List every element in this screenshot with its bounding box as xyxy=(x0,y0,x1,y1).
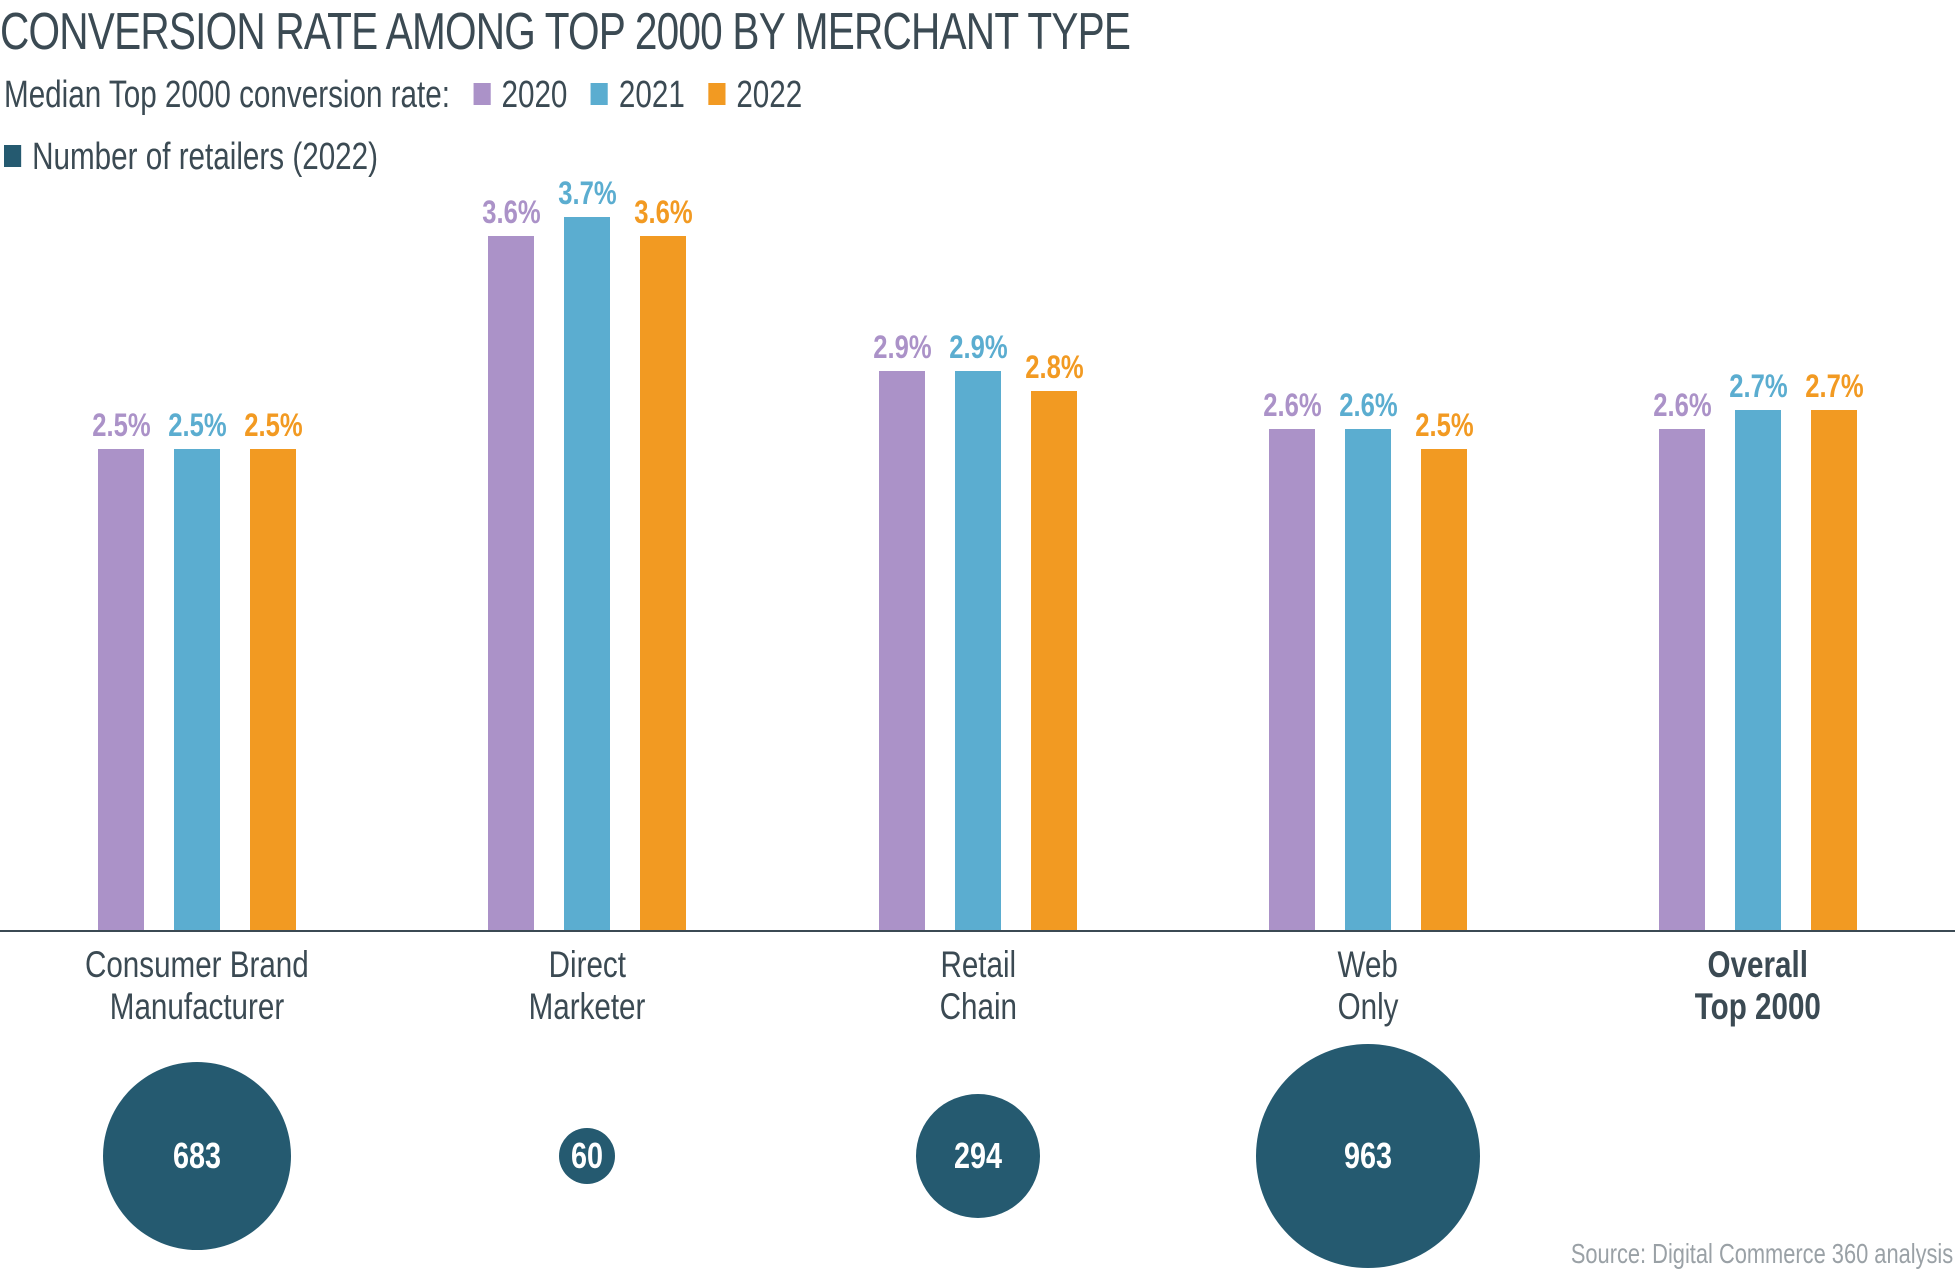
bar-2021 xyxy=(174,448,220,931)
bar-2022 xyxy=(250,448,296,931)
legend-retailers: Number of retailers (2022) xyxy=(4,136,484,179)
bar-2020 xyxy=(1659,429,1705,931)
retailer-count-bubble: 60 xyxy=(559,1128,615,1184)
bar-2022 xyxy=(1421,448,1467,931)
data-label-2020: 2.5% xyxy=(91,406,151,443)
legend-swatch-2021 xyxy=(590,82,608,105)
data-label-2020: 2.9% xyxy=(872,329,932,366)
legend-label: Median Top 2000 conversion rate: xyxy=(4,74,450,116)
category-label: Overall Top 2000 xyxy=(1694,944,1822,1027)
legend-swatch-retailers xyxy=(4,144,22,167)
legend-retailers-label: Number of retailers (2022) xyxy=(32,136,379,178)
bar-2021 xyxy=(1735,409,1781,931)
x-axis-line xyxy=(0,930,1955,932)
data-label-2020: 2.6% xyxy=(1262,387,1322,424)
data-label-2021: 2.6% xyxy=(1338,387,1398,424)
bar-2020 xyxy=(488,236,534,931)
data-label-2022: 2.7% xyxy=(1804,367,1864,404)
bar-2020 xyxy=(98,448,144,931)
category-label: Direct Marketer xyxy=(528,944,646,1027)
bar-2022 xyxy=(1811,409,1857,931)
source-note: Source: Digital Commerce 360 analysis xyxy=(1570,1238,1953,1269)
retailer-count-bubble: 963 xyxy=(1255,1043,1481,1269)
data-label-2022: 3.6% xyxy=(633,194,693,231)
data-label-2021: 3.7% xyxy=(557,174,617,211)
bar-2021 xyxy=(955,371,1001,931)
category-label: Web Only xyxy=(1337,944,1399,1027)
chart-title: CONVERSION RATE AMONG TOP 2000 BY MERCHA… xyxy=(0,3,1131,61)
data-label-2021: 2.5% xyxy=(167,406,227,443)
data-label-2020: 3.6% xyxy=(481,194,541,231)
data-label-2022: 2.5% xyxy=(1414,406,1474,443)
data-label-2021: 2.7% xyxy=(1728,367,1788,404)
category-label: Retail Chain xyxy=(939,944,1017,1027)
bar-2020 xyxy=(879,371,925,931)
legend-rate: Median Top 2000 conversion rate: 2020 2021… xyxy=(4,74,1027,117)
data-label-2022: 2.5% xyxy=(243,406,303,443)
data-label-2022: 2.8% xyxy=(1024,348,1084,385)
retailer-count-bubble: 294 xyxy=(916,1094,1040,1218)
category-label: Consumer Brand Manufacturer xyxy=(85,944,309,1027)
data-label-2021: 2.9% xyxy=(948,329,1008,366)
retailer-count-bubble: 683 xyxy=(102,1061,292,1251)
legend-2020: 2020 xyxy=(501,74,568,116)
bar-2022 xyxy=(1031,390,1077,931)
bar-2022 xyxy=(640,236,686,931)
data-label-2020: 2.6% xyxy=(1652,387,1712,424)
legend-2021: 2021 xyxy=(618,74,685,116)
bar-2020 xyxy=(1269,429,1315,931)
bar-2021 xyxy=(564,216,610,931)
bar-2021 xyxy=(1345,429,1391,931)
legend-2022: 2022 xyxy=(736,74,803,116)
legend-swatch-2020 xyxy=(473,82,491,105)
legend-swatch-2022 xyxy=(708,82,726,105)
